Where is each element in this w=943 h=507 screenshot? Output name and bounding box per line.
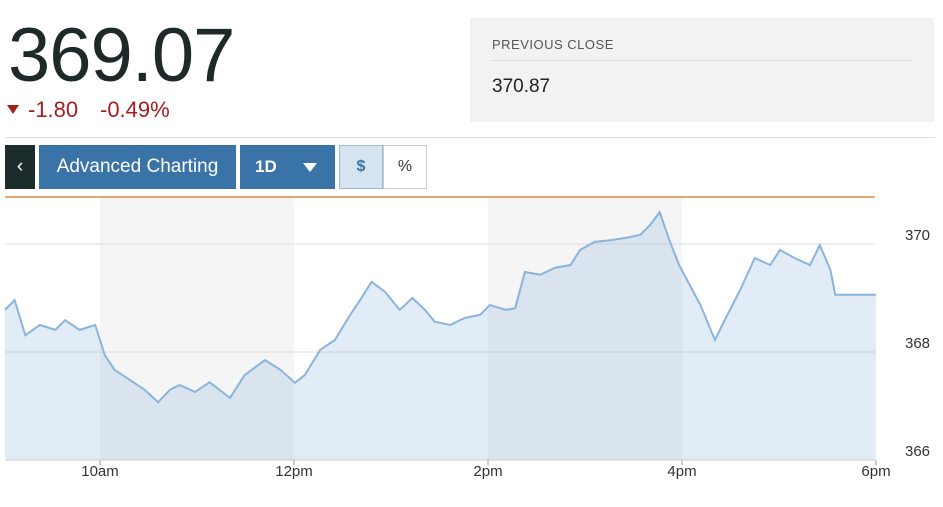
x-tick-label: 6pm xyxy=(861,463,890,480)
separator xyxy=(492,60,912,61)
previous-close-label: PREVIOUS CLOSE xyxy=(492,37,614,52)
divider xyxy=(5,137,935,138)
y-tick-label: 368 xyxy=(905,335,930,352)
change: -1.80 xyxy=(28,97,79,122)
time-band xyxy=(100,197,294,460)
dollar-button[interactable]: $ xyxy=(339,145,383,189)
previous-close-value: 370.87 xyxy=(492,76,551,97)
down-arrow xyxy=(7,105,19,114)
advanced-charting-button[interactable]: Advanced Charting xyxy=(39,145,236,189)
y-tick-label: 366 xyxy=(905,443,930,460)
back-button[interactable]: ‹ xyxy=(5,145,35,189)
x-tick-label: 4pm xyxy=(667,463,696,480)
price-line xyxy=(4,210,876,404)
previous-close-box: PREVIOUS CLOSE 370.87 xyxy=(470,18,934,122)
change-percent: -0.49% xyxy=(100,97,170,122)
range-button[interactable]: 1D xyxy=(240,145,335,189)
price: 369.07 xyxy=(8,13,235,98)
dropdown-arrow xyxy=(302,162,317,172)
area xyxy=(4,212,876,460)
range-label: 1D xyxy=(255,157,277,176)
x-tick-label: 12pm xyxy=(275,463,313,480)
percent-button[interactable]: % xyxy=(383,145,427,189)
time-band xyxy=(488,197,682,460)
x-tick-label: 2pm xyxy=(473,463,502,480)
y-tick-label: 370 xyxy=(905,227,930,244)
x-tick-label: 10am xyxy=(81,463,119,480)
